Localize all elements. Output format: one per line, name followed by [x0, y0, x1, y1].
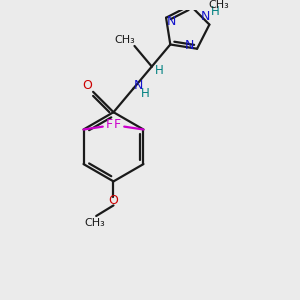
Text: F: F [106, 118, 113, 131]
Text: CH₃: CH₃ [115, 35, 135, 45]
Text: H: H [155, 64, 164, 77]
Text: N: N [134, 79, 143, 92]
Text: F: F [114, 118, 121, 131]
Text: CH₃: CH₃ [84, 218, 105, 228]
Text: N: N [201, 11, 210, 23]
Text: CH₃: CH₃ [209, 0, 230, 11]
Text: H: H [211, 4, 220, 18]
Text: N: N [185, 39, 194, 52]
Text: O: O [82, 79, 92, 92]
Text: O: O [109, 194, 118, 207]
Text: H: H [140, 87, 149, 100]
Text: N: N [167, 15, 176, 28]
